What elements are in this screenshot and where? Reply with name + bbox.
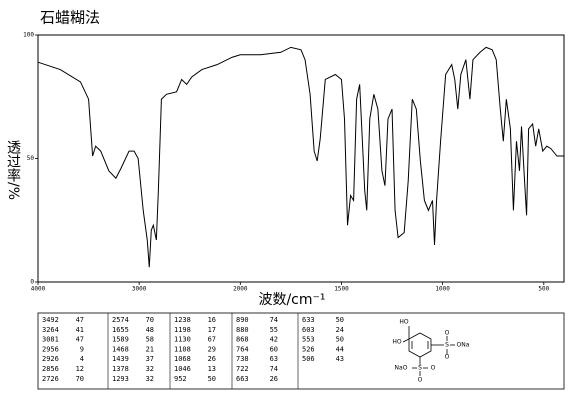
peak-transmittance: 32	[146, 375, 154, 383]
chart-title: 石蜡糊法	[40, 9, 100, 27]
x-tick-label: 2000	[233, 286, 248, 293]
y-tick-label: 0	[30, 279, 34, 286]
peak-transmittance: 74	[270, 316, 278, 324]
peak-wavenumber: 952	[174, 375, 187, 383]
peak-transmittance: 50	[208, 375, 216, 383]
structure-label: S	[445, 342, 449, 349]
peak-transmittance: 17	[208, 326, 216, 334]
peak-transmittance: 13	[208, 365, 216, 373]
structure-label: O	[418, 377, 423, 384]
peak-transmittance: 12	[76, 365, 84, 373]
peak-transmittance: 41	[76, 326, 84, 334]
peak-transmittance: 26	[208, 355, 216, 363]
peak-wavenumber: 1439	[112, 355, 129, 363]
structure-label: NaO	[395, 365, 408, 372]
peak-transmittance: 47	[76, 316, 84, 324]
peak-wavenumber: 1589	[112, 336, 129, 344]
peak-transmittance: 43	[336, 355, 344, 363]
structure-label: HO	[399, 319, 409, 326]
peak-transmittance: 37	[146, 355, 154, 363]
x-tick-label: 3000	[132, 286, 147, 293]
x-tick-label: 4000	[31, 286, 46, 293]
peak-wavenumber: 526	[302, 345, 315, 353]
peak-wavenumber: 1468	[112, 345, 129, 353]
peak-transmittance: 50	[336, 316, 344, 324]
x-tick-label: 1500	[334, 286, 349, 293]
peak-wavenumber: 506	[302, 355, 315, 363]
peak-wavenumber: 764	[236, 345, 249, 353]
structure-label: O	[445, 354, 450, 361]
peak-transmittance: 24	[336, 326, 344, 334]
plot-frame	[37, 34, 565, 283]
peak-wavenumber: 1046	[174, 365, 191, 373]
peak-wavenumber: 738	[236, 355, 249, 363]
peak-wavenumber: 868	[236, 336, 249, 344]
peak-transmittance: 67	[208, 336, 216, 344]
peak-wavenumber: 3081	[42, 336, 59, 344]
y-tick-label: 100	[23, 32, 34, 39]
peak-wavenumber: 2726	[42, 375, 59, 383]
x-axis-label: 波数/cm⁻¹	[258, 292, 325, 308]
peak-transmittance: 58	[146, 336, 154, 344]
peak-transmittance: 42	[270, 336, 278, 344]
table-frame	[37, 312, 565, 390]
peak-wavenumber: 1108	[174, 345, 191, 353]
peak-transmittance: 55	[270, 326, 278, 334]
peak-wavenumber: 1068	[174, 355, 191, 363]
peak-wavenumber: 1378	[112, 365, 129, 373]
peak-transmittance: 32	[146, 365, 154, 373]
structure-label: ONa	[457, 342, 470, 349]
peak-wavenumber: 1655	[112, 326, 129, 334]
peak-wavenumber: 2574	[112, 316, 129, 324]
peak-wavenumber: 633	[302, 316, 315, 324]
table-dividers	[107, 313, 299, 389]
y-tick-label: 50	[27, 155, 35, 162]
peak-transmittance: 48	[146, 326, 154, 334]
peak-transmittance: 50	[336, 336, 344, 344]
peak-transmittance: 70	[146, 316, 154, 324]
peak-wavenumber: 663	[236, 375, 249, 383]
peak-wavenumber: 2856	[42, 365, 59, 373]
peak-wavenumber: 1293	[112, 375, 129, 383]
x-tick-label: 1000	[435, 286, 450, 293]
spectrum-line	[37, 46, 564, 268]
peak-wavenumber: 553	[302, 336, 315, 344]
peak-wavenumber: 1198	[174, 326, 191, 334]
peak-wavenumber: 722	[236, 365, 249, 373]
peak-transmittance: 4	[80, 355, 84, 363]
peak-transmittance: 60	[270, 345, 278, 353]
peak-wavenumber: 2926	[42, 355, 59, 363]
peak-wavenumber: 3492	[42, 316, 59, 324]
peak-transmittance: 9	[80, 345, 84, 353]
peak-transmittance: 16	[208, 316, 216, 324]
y-axis-label: 透过率/%	[5, 140, 21, 200]
structure-label: S	[418, 365, 422, 372]
peak-transmittance: 47	[76, 336, 84, 344]
peak-wavenumber: 603	[302, 326, 315, 334]
peak-transmittance: 63	[270, 355, 278, 363]
peak-wavenumber: 3264	[42, 326, 59, 334]
structure-bonds	[402, 326, 455, 376]
x-tick-label: 500	[538, 286, 549, 293]
peak-transmittance: 29	[208, 345, 216, 353]
peak-wavenumber: 1130	[174, 336, 191, 344]
peak-transmittance: 26	[270, 375, 278, 383]
peak-transmittance: 21	[146, 345, 154, 353]
peak-transmittance: 74	[270, 365, 278, 373]
peak-wavenumber: 2956	[42, 345, 59, 353]
structure-label: O	[445, 330, 450, 337]
peak-wavenumber: 890	[236, 316, 249, 324]
peak-wavenumber: 1238	[174, 316, 191, 324]
peak-wavenumber: 880	[236, 326, 249, 334]
peak-transmittance: 44	[336, 345, 344, 353]
peak-transmittance: 70	[76, 375, 84, 383]
structure-label: O	[431, 365, 436, 372]
structure-label: HO	[392, 339, 402, 346]
